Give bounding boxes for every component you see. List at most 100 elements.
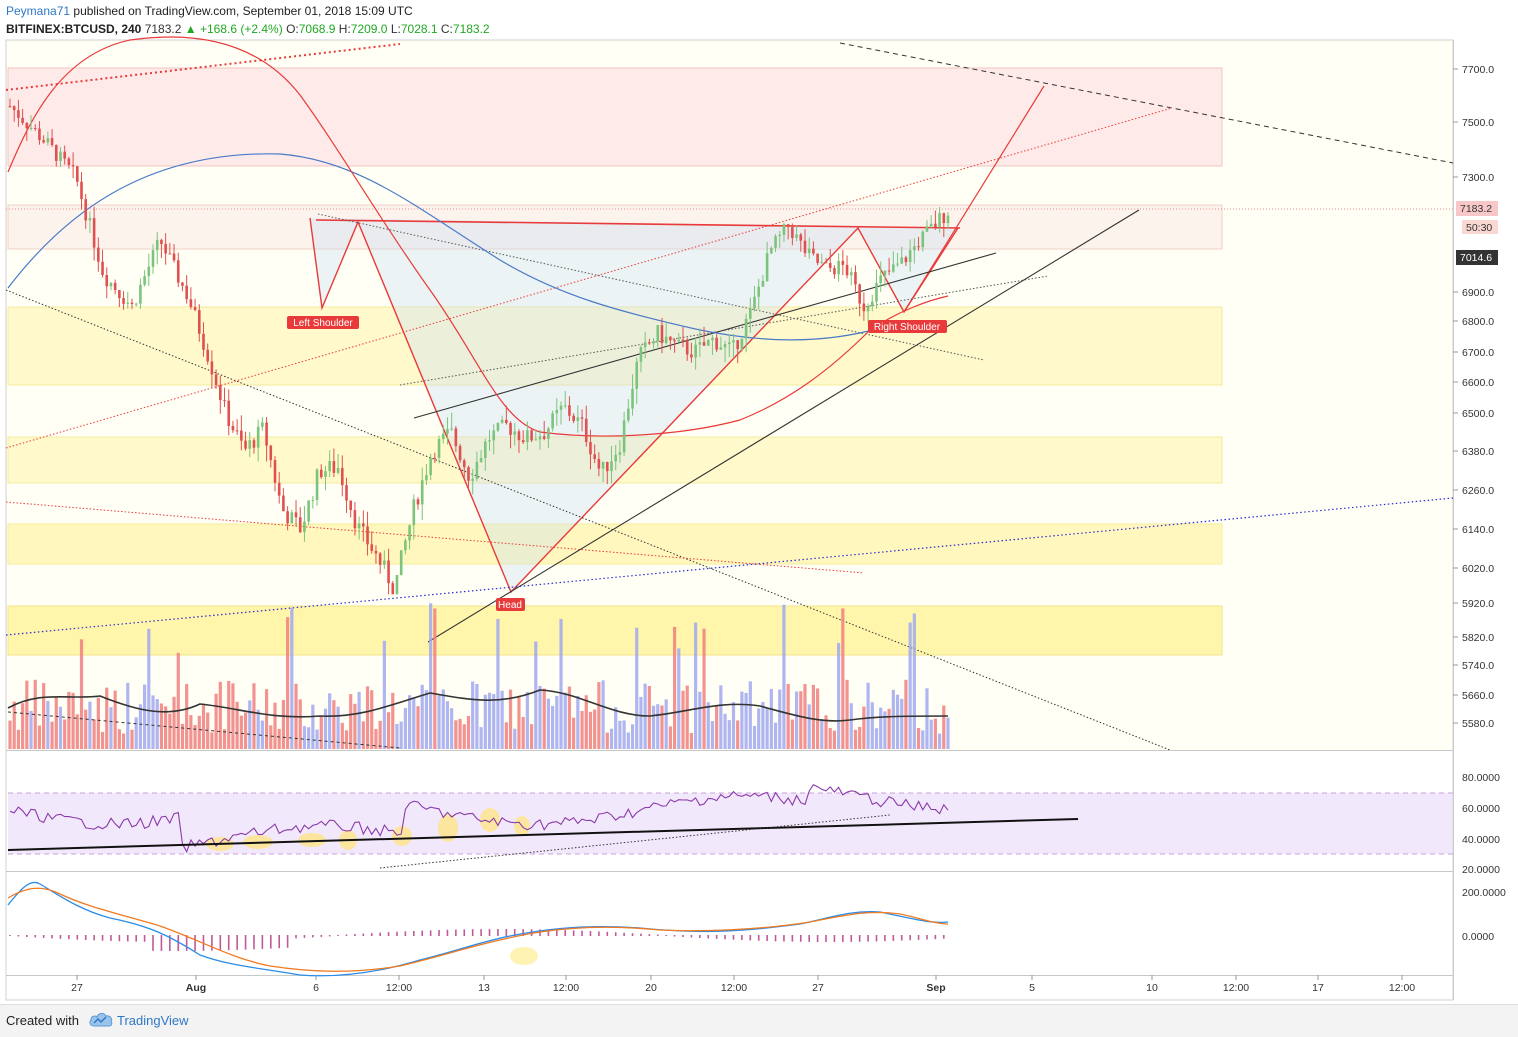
macd-histogram-bar [732, 935, 735, 940]
candle-body [841, 260, 845, 265]
macd-histogram-bar [900, 935, 903, 941]
candle-body [614, 454, 618, 462]
volume-bar [286, 617, 290, 749]
volume-bar [412, 697, 416, 749]
candle-body [597, 458, 601, 469]
neckline-zone [7, 204, 1223, 250]
candle-body [610, 461, 613, 472]
volume-bar [837, 642, 841, 749]
macd-histogram-bar [522, 929, 524, 936]
candle-body [185, 285, 188, 300]
tradingview-link[interactable]: TradingView [117, 1013, 189, 1028]
macd-histogram-bar [185, 935, 188, 951]
candle-body [605, 461, 609, 472]
candle-body [530, 430, 533, 441]
candle-body [866, 305, 870, 312]
volume-bar [33, 679, 37, 749]
macd-histogram-bar [724, 935, 726, 940]
author-link[interactable]: Peymana71 [6, 4, 71, 18]
volume-bar [895, 694, 900, 749]
volume-bar [736, 720, 740, 749]
volume-bar [84, 709, 88, 749]
macd-histogram-bar [34, 935, 37, 938]
candle-body [673, 340, 676, 342]
candle-body [736, 340, 739, 350]
candle-body [67, 158, 71, 166]
macd-pane[interactable] [6, 872, 1453, 975]
macd-histogram-bar [211, 935, 213, 951]
candle-body [420, 480, 424, 505]
volume-bar [248, 700, 252, 749]
volume-bar [794, 691, 799, 749]
volume-bar [862, 706, 866, 749]
macd-histogram-bar [917, 935, 920, 940]
candle-body [757, 286, 761, 297]
candle-body [206, 349, 209, 362]
volume-bar [715, 705, 719, 749]
macd-histogram-bar [816, 935, 819, 942]
candle-body [197, 310, 201, 334]
candle-body [778, 234, 782, 237]
macd-histogram-bar [93, 935, 95, 941]
macd-histogram-bar [236, 935, 238, 950]
candle-body [479, 458, 483, 462]
candle-body [151, 250, 155, 267]
macd-histogram-bar [337, 934, 339, 936]
low-value: 7028.1 [400, 22, 438, 36]
candle-body [580, 417, 584, 419]
volume-bar [269, 725, 273, 749]
volume-bar [853, 729, 858, 749]
price-tick-label: 6140.0 [1462, 524, 1494, 536]
volume-bar [584, 695, 588, 749]
volume-bar [243, 712, 248, 749]
red-dotted-top-line [5, 43, 401, 91]
candle-body [896, 263, 899, 265]
candle-body [677, 339, 681, 342]
volume-bar [891, 689, 895, 749]
volume-bar [618, 720, 622, 749]
time-tick-label: 27 [812, 982, 824, 994]
candle-body [715, 337, 718, 350]
volume-bar [866, 682, 870, 749]
candle-body [799, 234, 803, 241]
price-chart[interactable]: Left Shoulder Head Right Shoulder 7700.0… [0, 0, 1518, 1004]
tradingview-cloud-icon[interactable] [88, 1011, 114, 1032]
candle-body [366, 526, 369, 545]
candle-body [551, 413, 554, 429]
pattern-fill [310, 218, 958, 592]
volume-bar [689, 732, 694, 749]
candle-body [147, 266, 151, 277]
candle-body [311, 499, 315, 501]
macd-histogram-bar [177, 935, 180, 951]
candle-body [97, 247, 100, 262]
candle-body [584, 418, 588, 443]
candle-body [648, 342, 651, 344]
candle-body [172, 253, 176, 261]
volume-bar [147, 628, 151, 749]
dotted-channel-line [399, 275, 1049, 386]
candle-body [273, 460, 277, 483]
volume-bar [757, 708, 761, 749]
macd-histogram-bar [261, 935, 264, 949]
candle-body [660, 325, 664, 344]
candle-body [92, 218, 96, 248]
high-label: H: [338, 22, 351, 36]
macd-histogram-bar [480, 929, 482, 936]
volume-bar [340, 722, 344, 749]
red-dotted-trendline [5, 107, 1173, 449]
price-axis-markers: 7183.2 50:30 7014.6 [1456, 201, 1498, 265]
candle-body [17, 110, 20, 118]
candle-body [942, 213, 946, 224]
candle-body [471, 478, 474, 481]
candle-body [475, 461, 479, 479]
candle-body [702, 342, 706, 346]
candle-body [408, 525, 411, 541]
candle-body [345, 485, 348, 501]
candle-body [656, 325, 660, 342]
resistance-zone [7, 67, 1223, 167]
rising-support-line [427, 209, 1140, 643]
macd-histogram-bar [942, 935, 945, 939]
candle-body [744, 318, 748, 339]
up-arrow-icon: ▲ [184, 22, 197, 36]
candle-body [374, 550, 378, 554]
